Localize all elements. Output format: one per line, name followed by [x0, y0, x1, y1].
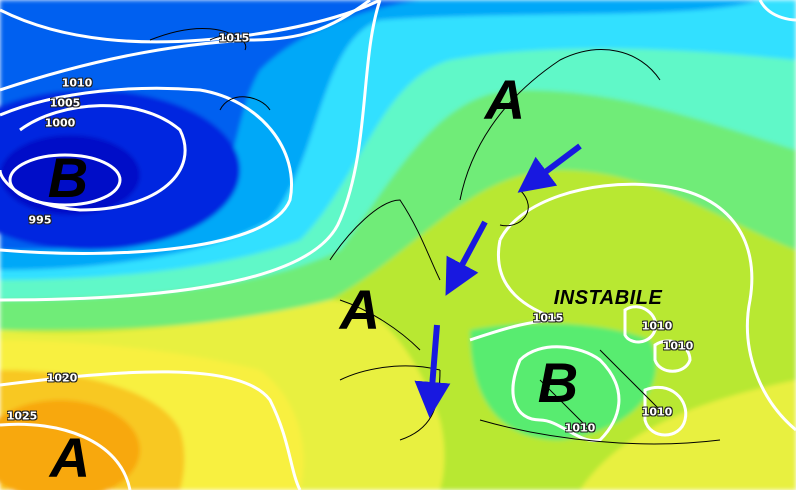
band-deep-orange — [0, 400, 140, 490]
isobar-label: 1015 — [532, 311, 564, 325]
high-pressure-label: A — [339, 278, 381, 341]
isobar-label: 1015 — [218, 31, 250, 45]
high-pressure-label: A — [49, 426, 91, 489]
low-pressure-label: B — [47, 146, 89, 209]
band-yellow-east — [580, 380, 796, 490]
isobar-label: 995 — [28, 213, 52, 227]
band-green-italy — [470, 323, 656, 440]
arrow-icon — [414, 324, 451, 418]
isobar-label: 1010 — [641, 405, 673, 419]
isobar-label: 1000 — [44, 116, 76, 130]
instability-annotation: INSTABILE — [553, 287, 663, 309]
isobar-label: 1010 — [564, 421, 596, 435]
isobar-label: 1010 — [61, 76, 93, 90]
coastlines — [149, 27, 721, 445]
low-pressure-label: B — [537, 351, 579, 414]
arrow-icon — [445, 220, 488, 296]
isobar-label: 1010 — [641, 319, 673, 333]
band-deepest-low — [0, 135, 140, 215]
arrow-icon — [517, 143, 582, 193]
isobar-label: 1005 — [49, 96, 81, 110]
flow-arrows — [414, 143, 582, 418]
isobar-label: 1010 — [662, 339, 694, 353]
isobar-label: 1025 — [6, 409, 38, 423]
isobar-label: 1020 — [46, 371, 78, 385]
high-pressure-label: A — [484, 68, 526, 131]
